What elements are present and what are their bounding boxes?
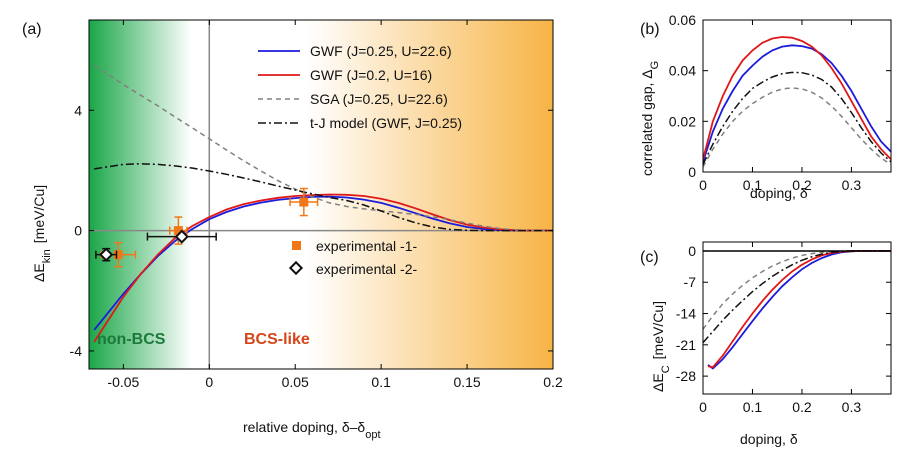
legend-marker-experimental-1 [292, 241, 301, 250]
panel-c-x-tick-label: 0.1 [743, 399, 763, 415]
panel-a-series-t-j-model-gwf-j-0-25 [94, 163, 553, 232]
panel-c-series-gwf-j-0-25-u-22-6 [707, 250, 891, 370]
panel-b-y-axis-label: correlated gap, ΔG [639, 61, 661, 176]
panel-b-series-gwf-j-0-25-u-22-6 [703, 44, 891, 163]
legend: GWF (J=0.25, U=22.6) GWF (J=0.2, U=16) S… [258, 43, 462, 277]
panel-c-series-gwf-j-0-2-u-16 [707, 250, 891, 369]
panel-b-y-tick-label: 0.02 [669, 113, 696, 129]
panel-c-x-axis-label: doping, δ [740, 431, 798, 447]
panel-b-frame [702, 19, 892, 173]
panel-a-x-tick-label: 0 [205, 374, 213, 390]
y-axis-label: ΔEkin[meV/Cu] [31, 185, 53, 282]
panel-b-series-sga-j-0-25-u-22-6 [703, 87, 891, 168]
panel-c-x-tick-label: 0.2 [792, 399, 812, 415]
legend-entry-experimental-1: experimental -1- [316, 238, 417, 254]
panel-a-series-sga-j-0-25-u-22-6 [93, 64, 553, 232]
panel-a-x-tick-label: 0.05 [282, 374, 309, 390]
panel-a-x-tick-label: 0.1 [371, 374, 391, 390]
panel-a-label: (a) [22, 21, 42, 38]
panel-b-x-tick-label: 0.2 [792, 177, 812, 193]
legend-entry-gwf-2: GWF (J=0.2, U=16) [310, 67, 432, 83]
panel-b-series-gwf-j-0-2-u-16 [703, 36, 891, 160]
panel-c-y-tick-label: -14 [676, 306, 696, 322]
panel-a-frame [88, 19, 554, 370]
experimental-point-2 [146, 229, 217, 244]
panel-b-label: (b) [640, 21, 660, 38]
panel-c-frame [702, 241, 892, 395]
legend-marker-experimental-2 [288, 260, 304, 276]
panel-b-y-tick-label: 0.04 [669, 63, 696, 79]
panel-b-x-tick-label: 0.3 [842, 177, 862, 193]
panel-c-y-tick-label: 0 [688, 243, 696, 259]
panel-c-y-tick-label: -21 [676, 337, 696, 353]
panel-b-x-tick-label: 0.1 [743, 177, 763, 193]
panel-a-y-tick-label: 4 [74, 102, 82, 118]
panel-b-y-tick-label: 0.06 [669, 12, 696, 28]
panel-a-x-tick-label: 0.2 [543, 374, 563, 390]
panel-c-y-tick-label: -7 [684, 274, 697, 290]
experimental-point-1 [169, 216, 188, 245]
panel-a: -0.05 0 0.05 0.1 0.15 0.2 -4 0 4 (a) non-BCS BCS… [22, 19, 563, 441]
legend-entry-sga: SGA (J=0.25, U=22.6) [310, 91, 448, 107]
panel-b-series-t-j-model-gwf-j-0-25 [703, 71, 891, 165]
panel-b: 0 0.1 0.2 0.3 0 0.02 0.04 0.06 (b) doping, δ co… [639, 12, 892, 201]
panel-a-y-tick-label: -4 [70, 343, 83, 359]
experimental-point-1 [289, 187, 319, 217]
x-axis-label: relative doping, δ–δopt [243, 419, 381, 441]
panel-c-x-tick-label: 0 [699, 399, 707, 415]
region-label-bcs-like: BCS-like [244, 331, 310, 348]
panel-a-x-tick-label: 0.15 [453, 374, 480, 390]
legend-entry-experimental-2: experimental -2- [316, 261, 417, 277]
panel-c-label: (c) [640, 249, 659, 266]
panel-c: 0 0.1 0.2 0.3 0 -7 -14 -21 -28 (c) doping, δ ΔEC… [640, 241, 892, 447]
legend-entry-gwf-1: GWF (J=0.25, U=22.6) [310, 43, 452, 59]
panel-a-x-tick-label: -0.05 [107, 374, 139, 390]
region-label-non-bcs: non-BCS [97, 331, 166, 348]
panel-b-y-tick-label: 0 [688, 164, 696, 180]
panel-b-x-axis-label: doping, δ [750, 185, 808, 201]
panel-a-y-tick-label: 0 [74, 223, 82, 239]
panel-c-y-tick-label: -28 [676, 368, 696, 384]
panel-c-series-t-j-model-gwf-j-0-25 [703, 250, 891, 344]
panel-b-x-tick-label: 0 [699, 177, 707, 193]
experimental-point-2 [95, 247, 118, 262]
panel-c-y-axis-label: ΔEC[meV/Cu] [650, 301, 672, 392]
panel-c-x-tick-label: 0.3 [842, 399, 862, 415]
legend-entry-tj: t-J model (GWF, J=0.25) [310, 115, 462, 131]
